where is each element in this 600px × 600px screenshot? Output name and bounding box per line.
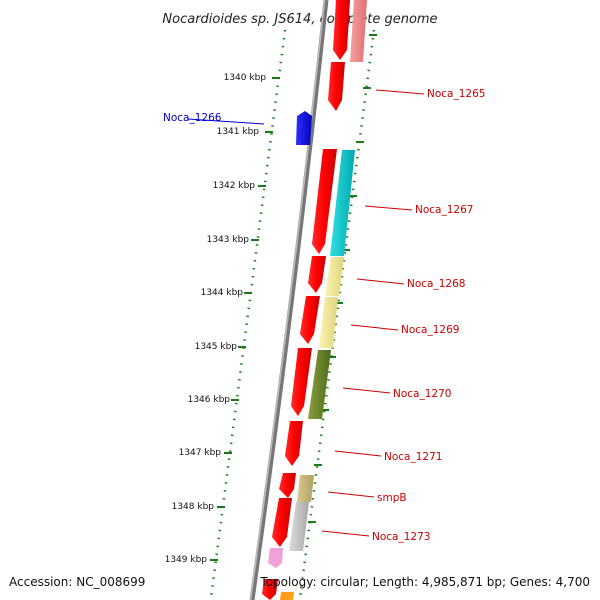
tick-label: 1347 kbp	[179, 448, 222, 458]
genome-backbone-highlight	[249, 0, 326, 600]
gene-arrow	[279, 473, 296, 498]
gene-label-noca-1265: Noca_1265	[427, 88, 485, 100]
gene-arrow	[300, 296, 320, 344]
gene-arrow-small	[268, 548, 283, 568]
gene-arrow-reverse	[296, 111, 312, 145]
gene-arrow	[333, 0, 350, 60]
tick-label: 1344 kbp	[201, 288, 244, 298]
gene-label-noca-1267: Noca_1267	[415, 204, 473, 216]
genome-backbone	[249, 0, 329, 600]
category-bar	[297, 475, 314, 502]
gene-arrow	[272, 498, 292, 547]
gene-label-smpb: smpB	[377, 492, 407, 504]
tick-label: 1342 kbp	[213, 181, 256, 191]
gene-arrow	[285, 421, 303, 466]
category-bar	[330, 150, 355, 256]
tick-label: 1343 kbp	[207, 235, 250, 245]
tick-label: 1349 kbp	[165, 555, 208, 565]
gene-label-noca-1268: Noca_1268	[407, 278, 465, 290]
topology-text: Topology: circular; Length: 4,985,871 bp…	[259, 575, 590, 589]
accession-text: Accession: NC_008699	[9, 575, 145, 589]
category-bar	[289, 502, 309, 551]
gene-arrow	[262, 579, 278, 600]
left-dotted-guide	[209, 29, 287, 599]
gene-labels: Noca_1265 Noca_1266 Noca_1267 Noca_1268 …	[163, 88, 485, 543]
category-bar	[280, 592, 294, 600]
scale-ticks: 1340 kbp 1341 kbp 1342 kbp 1343 kbp 1344…	[165, 73, 280, 565]
gene-label-noca-1270: Noca_1270	[393, 388, 451, 400]
category-bar	[308, 350, 331, 419]
gene-arrow	[308, 256, 326, 293]
gene-label-noca-1273: Noca_1273	[372, 531, 430, 543]
tick-label: 1346 kbp	[188, 395, 231, 405]
tick-label: 1345 kbp	[195, 342, 238, 352]
tick-label: 1340 kbp	[224, 73, 267, 83]
gene-label-noca-1271: Noca_1271	[384, 451, 442, 463]
gene-arrow	[328, 62, 345, 111]
gene-arrow	[312, 149, 337, 254]
category-bars	[280, 0, 367, 600]
label-leaders	[187, 89, 425, 537]
gene-label-noca-1269: Noca_1269	[401, 324, 459, 336]
tick-label: 1341 kbp	[217, 127, 260, 137]
gene-label-noca-1266: Noca_1266	[163, 112, 222, 124]
gene-arrow	[291, 348, 312, 416]
category-bar	[325, 257, 344, 296]
forward-genes	[262, 0, 350, 600]
category-bar	[350, 0, 367, 62]
category-bar	[319, 297, 338, 348]
tick-label: 1348 kbp	[172, 502, 215, 512]
map-title: Nocardioides sp. JS614, complete genome	[162, 12, 437, 27]
